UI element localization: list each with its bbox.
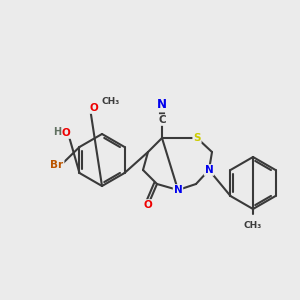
Text: H: H [53, 127, 61, 137]
Text: CH₃: CH₃ [244, 221, 262, 230]
Text: N: N [205, 165, 213, 175]
Text: N: N [157, 98, 167, 112]
Text: O: O [61, 128, 70, 138]
Text: CH₃: CH₃ [102, 98, 120, 106]
Text: S: S [193, 133, 201, 143]
Text: C: C [158, 115, 166, 125]
Text: N: N [174, 185, 182, 195]
Text: O: O [144, 200, 152, 210]
Text: O: O [90, 103, 98, 113]
Text: Br: Br [50, 160, 64, 170]
